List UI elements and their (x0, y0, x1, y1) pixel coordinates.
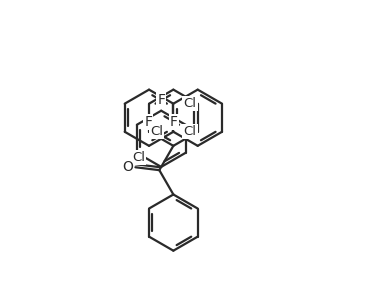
Text: Cl: Cl (184, 97, 196, 110)
Text: Cl: Cl (184, 125, 196, 138)
Text: O: O (122, 160, 133, 174)
Text: Cl: Cl (132, 151, 145, 164)
Text: F: F (157, 93, 165, 107)
Text: F: F (170, 114, 178, 129)
Text: F: F (144, 114, 152, 129)
Text: Cl: Cl (150, 125, 163, 138)
